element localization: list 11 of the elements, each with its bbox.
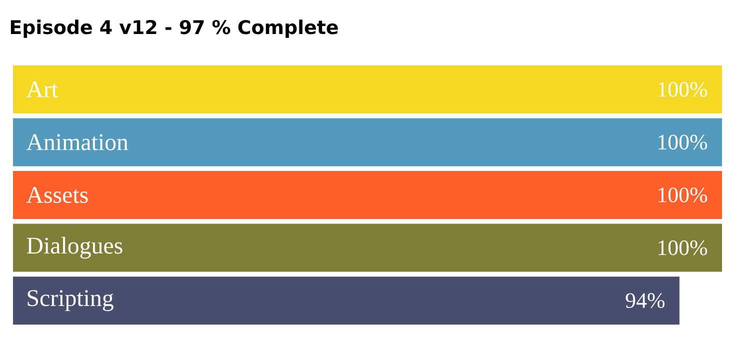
y-tick-label: Art <box>26 81 58 98</box>
data-label: 100% <box>658 240 708 256</box>
y-tick-label: Assets <box>26 187 88 204</box>
y-tick-label: Animation <box>26 134 128 150</box>
data-label: 100% <box>658 188 708 202</box>
y-tick-label: Scripting <box>28 290 114 312</box>
data-label: 100% <box>658 134 708 150</box>
chart-title: Episode 4 v12 - 97 % Complete <box>10 20 338 38</box>
data-label: 100% <box>658 82 708 97</box>
y-tick-label: Dialogues <box>26 236 122 259</box>
data-label: 94% <box>626 293 665 308</box>
